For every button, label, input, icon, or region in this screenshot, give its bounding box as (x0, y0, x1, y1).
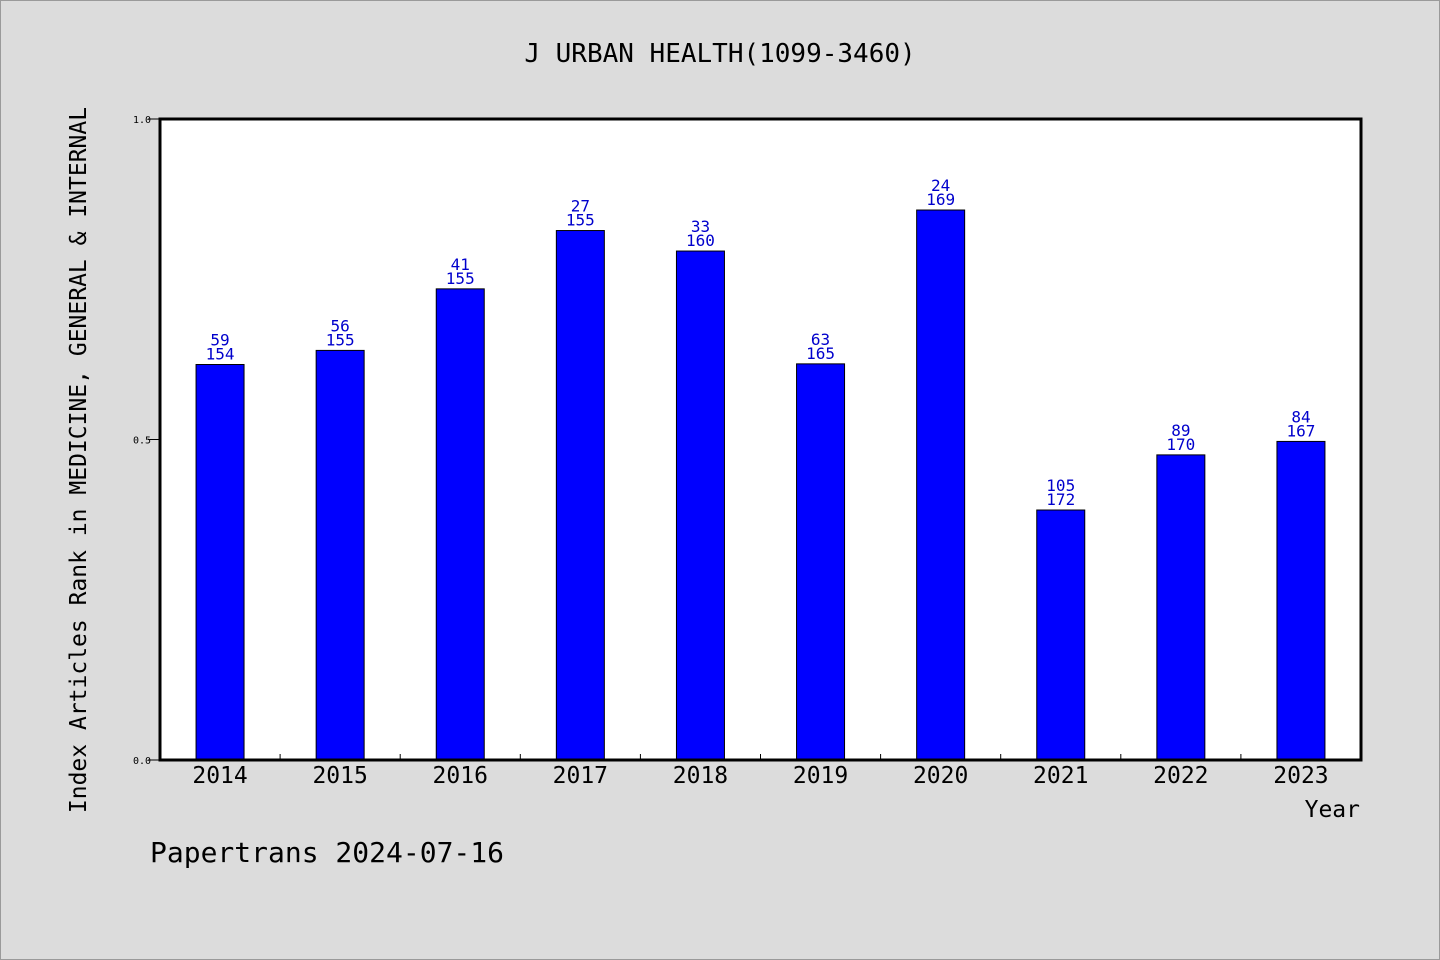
bar-rank-label: 41 (451, 255, 470, 274)
y-tick-label: 0.0 (133, 756, 151, 767)
bar-total-label: 155 (326, 330, 355, 349)
x-tick-label: 2023 (1273, 763, 1328, 789)
bar-rank-label: 56 (331, 316, 350, 335)
bar-2022 (1156, 454, 1206, 761)
plot-border (158, 117, 1363, 762)
bar-total-label: 160 (686, 231, 715, 250)
bar-2020 (916, 209, 966, 761)
bar-2015 (315, 349, 365, 761)
y-axis-label: Index Articles Rank in MEDICINE, GENERAL… (66, 107, 92, 813)
footer-text: Papertrans 2024-07-16 (150, 836, 504, 869)
x-tick-label: 2017 (553, 763, 608, 789)
x-tick-label: 2018 (673, 763, 728, 789)
x-tick-label: 2020 (913, 763, 968, 789)
bar-rank-label: 89 (1171, 421, 1190, 440)
bar-total-label: 169 (926, 190, 955, 209)
x-tick-label: 2022 (1153, 763, 1208, 789)
bar-total-label: 167 (1286, 421, 1315, 440)
bar-2014 (195, 364, 245, 761)
bar-2023 (1276, 440, 1326, 761)
bar-2019 (796, 363, 846, 761)
bar-rank-label: 63 (811, 330, 830, 349)
bar-2018 (675, 250, 725, 761)
y-tick-label: 1.0 (133, 115, 151, 126)
bar-rank-label: 59 (210, 331, 229, 350)
x-tick-label: 2019 (793, 763, 848, 789)
bar-total-label: 155 (566, 211, 595, 230)
bar-rank-label: 27 (571, 197, 590, 216)
bar-total-label: 154 (206, 345, 235, 364)
bar-rank-label: 33 (691, 217, 710, 236)
x-axis-label: Year (1305, 797, 1360, 823)
bar-rank-label: 84 (1291, 407, 1310, 426)
bar-total-label: 172 (1046, 490, 1075, 509)
bar-rank-label: 105 (1046, 476, 1075, 495)
x-tick-label: 2016 (433, 763, 488, 789)
y-tick-label: 0.5 (133, 436, 151, 447)
ticks-layer: 2014 2015 2016 2017 2018 2019 2020 2021 2022 2023… (133, 115, 1329, 789)
x-tick-label: 2021 (1033, 763, 1088, 789)
bar-2021 (1036, 509, 1086, 761)
bar-total-label: 165 (806, 344, 835, 363)
x-tick-label: 2014 (192, 763, 247, 789)
bar-total-label: 170 (1166, 435, 1195, 454)
chart-title: J URBAN HEALTH(1099-3460) (524, 39, 915, 69)
bar-2017 (555, 230, 605, 761)
bar-2016 (435, 288, 485, 761)
x-tick-label: 2015 (312, 763, 367, 789)
bar-rank-label: 24 (931, 176, 950, 195)
bar-total-label: 155 (446, 269, 475, 288)
